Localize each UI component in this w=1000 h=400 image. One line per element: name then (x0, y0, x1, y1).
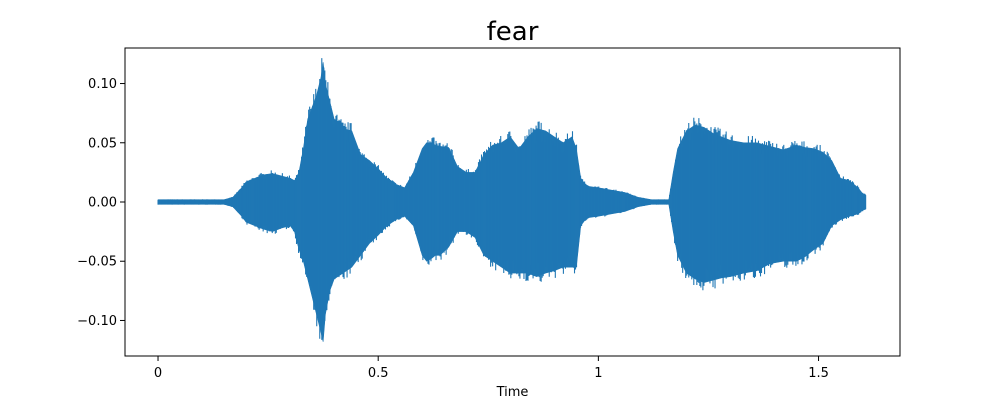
chart-title: fear (487, 17, 539, 47)
x-tick-label: 1.5 (808, 366, 829, 381)
waveform-detail (157, 58, 867, 340)
y-tick-label: 0.10 (88, 77, 117, 92)
y-axis: −0.10 −0.05 0.00 0.05 0.10 (77, 77, 125, 329)
x-axis: 0 0.5 1 1.5 (154, 356, 829, 381)
y-tick-label: −0.10 (77, 314, 117, 329)
y-tick-label: 0.05 (88, 136, 117, 151)
x-tick-label: 0.5 (368, 366, 389, 381)
y-tick-label: 0.00 (88, 196, 117, 211)
x-axis-label: Time (496, 385, 529, 400)
plot-area (157, 58, 867, 342)
y-tick-label: −0.05 (77, 255, 117, 270)
x-tick-label: 1 (594, 366, 602, 381)
x-tick-label: 0 (154, 366, 162, 381)
